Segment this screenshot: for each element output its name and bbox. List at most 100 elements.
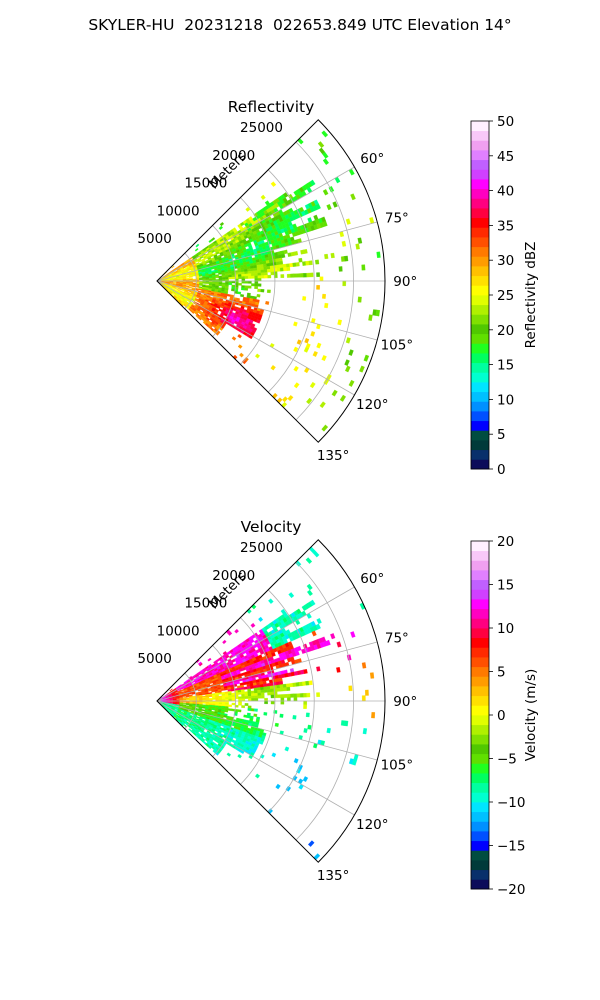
radar-cell: [298, 257, 303, 263]
radar-cell: [350, 193, 356, 201]
radar-cell: [228, 696, 233, 700]
colorbar-swatch: [471, 266, 489, 277]
radar-cell: [182, 701, 187, 703]
radar-cell: [190, 310, 195, 314]
radar-cell: [257, 283, 262, 287]
radar-cell: [279, 264, 284, 269]
radar-cell: [218, 284, 223, 287]
radar-cell: [237, 691, 242, 695]
azimuth-gridline: [156, 166, 355, 282]
azimuth-tick-label: 90°: [393, 274, 417, 290]
colorbar-swatch: [471, 285, 489, 296]
colorbar-swatch: [471, 362, 489, 373]
colorbar-swatch: [471, 440, 489, 451]
radar-cell: [324, 302, 329, 309]
radar-cell: [238, 274, 242, 277]
polar-panel-1: Velocity 5000 10000 15000 20000 25000 60° 75° 90…: [137, 518, 539, 898]
colorbar-swatch: [471, 430, 489, 441]
colorbar-swatch: [471, 227, 489, 238]
radar-cell: [293, 693, 298, 698]
radar-cell: [201, 709, 206, 712]
colorbar-swatch: [471, 237, 489, 248]
panel-title: Velocity: [241, 518, 302, 536]
colorbar-swatch: [471, 589, 489, 600]
colorbar-swatch: [471, 343, 489, 354]
colorbar-swatch: [471, 666, 489, 677]
range-tick-label: 10000: [157, 623, 200, 639]
radar-cell: [295, 682, 300, 687]
colorbar-swatch: [471, 121, 489, 132]
radar-cell: [281, 253, 286, 259]
radar-cell: [199, 278, 203, 281]
radar-cell: [241, 359, 247, 365]
radar-cell: [330, 633, 336, 640]
radar-cell: [326, 727, 331, 734]
radar-cell: [283, 267, 288, 272]
radar-cell: [247, 285, 252, 289]
radar-cell: [244, 696, 249, 699]
radar-cell: [243, 686, 248, 690]
radar-cell: [296, 693, 301, 698]
radar-cell: [315, 203, 321, 210]
radar-cell: [293, 346, 299, 353]
radar-cell: [265, 677, 270, 681]
radar-cell: [211, 708, 216, 711]
radar-cell: [293, 251, 299, 256]
radar-cell: [303, 728, 308, 733]
radar-cell: [257, 275, 262, 279]
colorbar-swatch: [471, 459, 489, 470]
range-tick-label: 15000: [184, 176, 227, 192]
radar-cell: [257, 692, 262, 696]
radar-cell: [263, 712, 268, 716]
radar-cell: [306, 397, 313, 405]
radar-cell: [250, 622, 256, 628]
radar-cell: [279, 680, 284, 685]
radar-cell: [317, 141, 325, 149]
radar-cell: [224, 687, 228, 691]
colorbar-swatch: [471, 372, 489, 383]
radar-cell: [263, 269, 268, 273]
colorbar-swatch: [471, 550, 489, 561]
radar-cell: [218, 692, 222, 695]
radar-cell: [326, 204, 332, 211]
colorbar-swatch: [471, 353, 489, 364]
radar-cell: [227, 708, 232, 711]
colorbar-swatch: [471, 560, 489, 571]
radar-cell: [215, 282, 220, 285]
radar-cell: [218, 277, 223, 280]
radar-cell: [202, 282, 206, 284]
colorbar-swatch: [471, 401, 489, 412]
radar-cell: [345, 337, 351, 344]
radar-cell: [245, 206, 251, 212]
colorbar-swatch: [471, 599, 489, 610]
colorbar-swatch: [471, 811, 489, 822]
colorbar-tick-label: 15: [497, 358, 514, 374]
radar-cell: [253, 713, 258, 717]
radar-cell: [324, 253, 329, 260]
azimuth-gridline: [156, 641, 378, 702]
radar-cell: [352, 759, 358, 766]
radar-cell: [228, 282, 233, 286]
radar-cell: [215, 702, 220, 705]
radar-cell: [339, 394, 347, 402]
radar-cell: [189, 285, 193, 287]
radar-cell: [309, 599, 316, 606]
radar-cell: [303, 669, 308, 674]
radar-cell: [241, 693, 245, 697]
radar-cell: [260, 692, 265, 696]
radar-cell: [231, 696, 236, 700]
colorbar-swatch: [471, 130, 489, 141]
radar-cell: [276, 267, 281, 272]
colorbar-swatch: [471, 140, 489, 151]
colorbar-swatch: [471, 541, 489, 552]
radar-cell: [288, 592, 295, 599]
radar-cell: [266, 688, 271, 693]
radar-cell: [173, 281, 177, 283]
radar-cell: [303, 700, 307, 706]
radar-cell: [259, 753, 265, 759]
radar-cell: [361, 264, 366, 271]
radar-cell: [282, 683, 287, 688]
radar-cell: [321, 424, 329, 432]
radar-cell: [260, 689, 265, 693]
colorbar-swatch: [471, 628, 489, 639]
